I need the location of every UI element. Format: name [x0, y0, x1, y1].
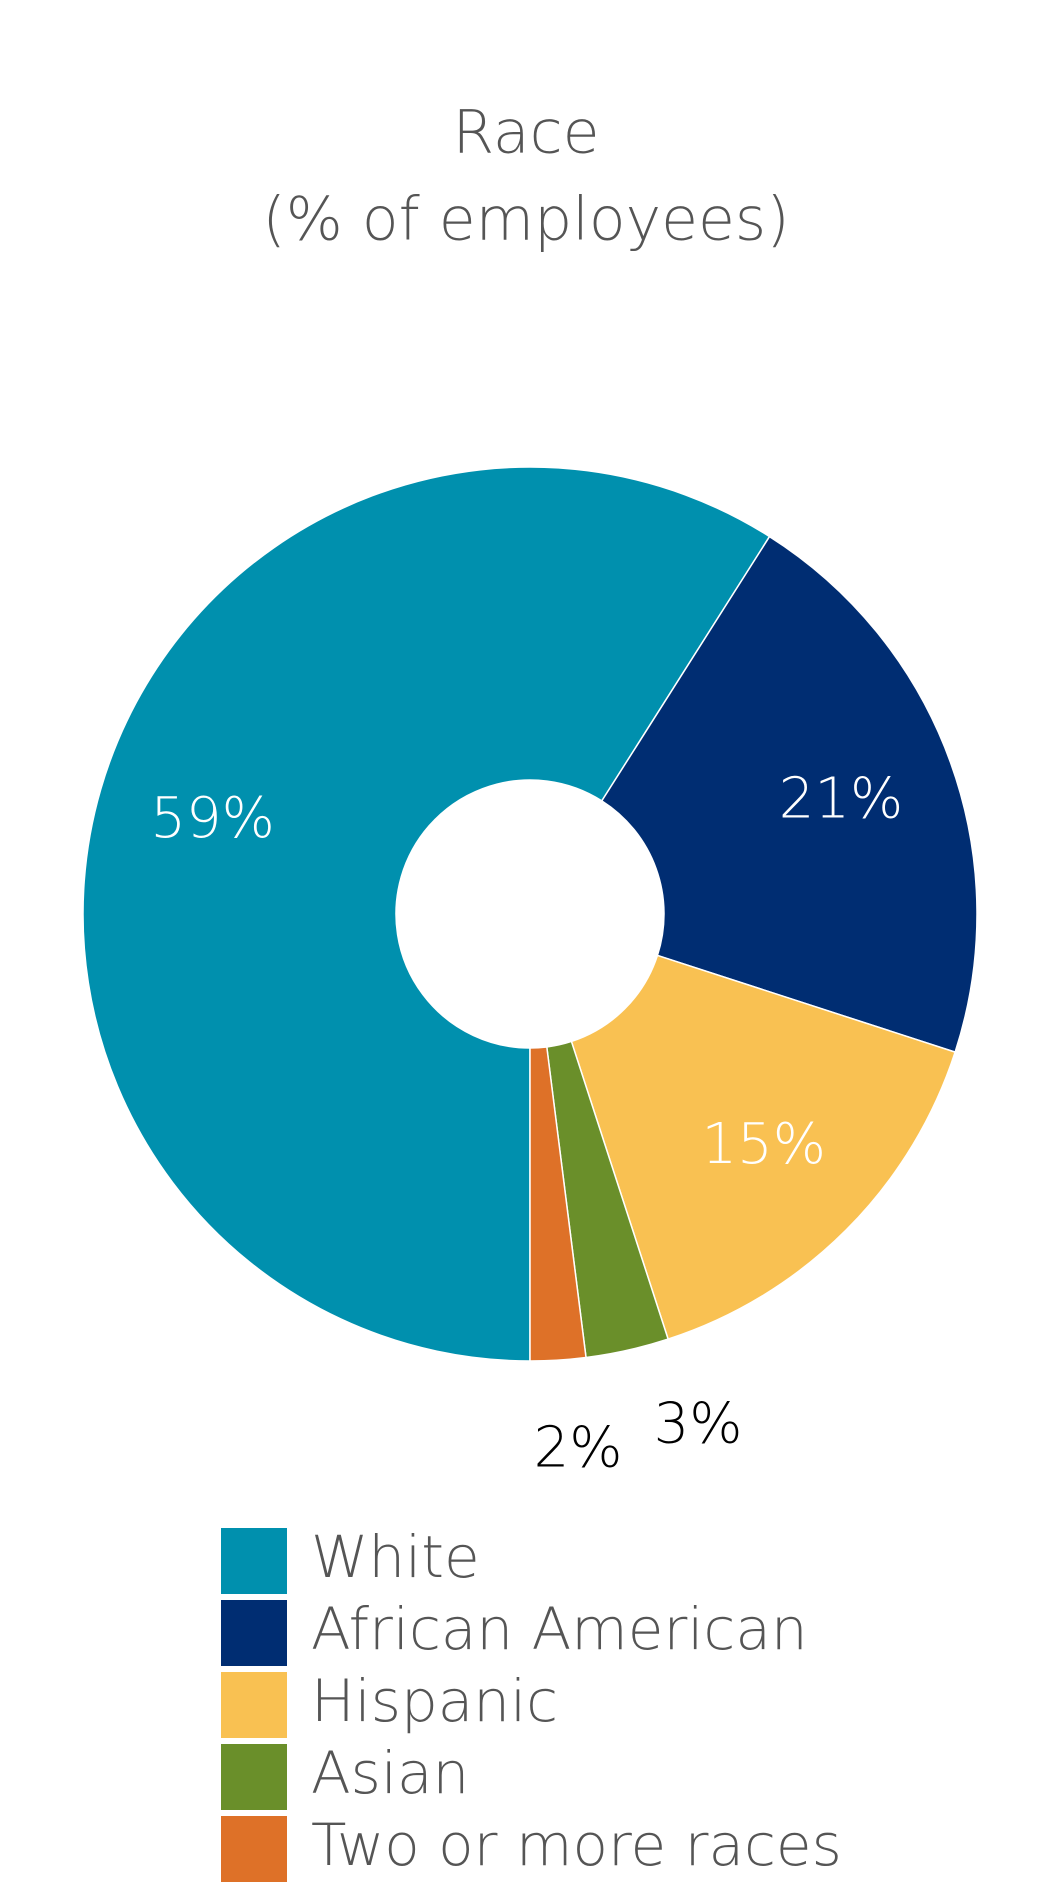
legend-swatch	[221, 1744, 287, 1810]
legend-swatch	[221, 1816, 287, 1882]
chart-subtitle: (% of employees)	[262, 185, 789, 255]
slice	[570, 954, 957, 1341]
data-label: 21%	[779, 766, 903, 831]
slice	[529, 1046, 587, 1362]
legend-swatch	[221, 1600, 287, 1666]
legend-label: Two or more races	[311, 1811, 842, 1879]
chart-title: Race	[452, 98, 599, 168]
data-label: 3%	[654, 1391, 743, 1456]
legend-label: Hispanic	[311, 1667, 558, 1735]
data-label: 2%	[534, 1415, 623, 1480]
slice	[82, 466, 771, 1362]
slice	[600, 535, 978, 1054]
data-label: 15%	[701, 1112, 825, 1177]
legend-swatch	[221, 1672, 287, 1738]
legend-swatch	[221, 1528, 287, 1594]
legend-label: White	[311, 1523, 480, 1591]
legend-label: Asian	[311, 1739, 469, 1807]
data-label: 59%	[150, 786, 274, 851]
legend-label: African American	[311, 1595, 808, 1663]
